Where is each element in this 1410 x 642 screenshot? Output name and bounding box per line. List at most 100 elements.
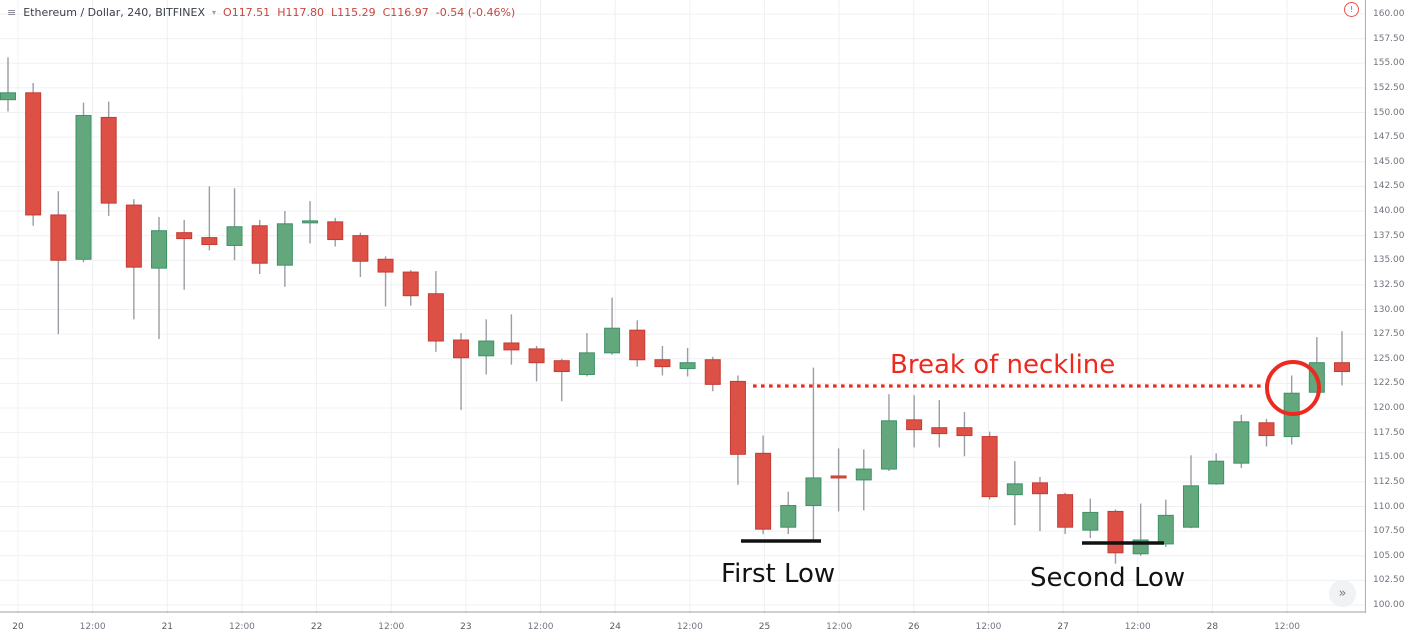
candle-body xyxy=(1006,483,1023,496)
legend: ≡ Ethereum / Dollar, 240, BITFINEX ▾ O11… xyxy=(7,6,515,19)
price-tick-label: 137.50 xyxy=(1373,230,1405,241)
legend-close-value: C116.97 xyxy=(382,6,429,19)
time-tick-label: 24 xyxy=(609,622,621,632)
candle-body xyxy=(402,271,419,297)
candle-body xyxy=(855,468,872,481)
price-tick-label: 120.00 xyxy=(1373,403,1405,413)
time-tick-label: 23 xyxy=(460,622,472,632)
time-tick-label: 27 xyxy=(1057,622,1069,632)
candle-body xyxy=(981,436,998,498)
symbol-title[interactable]: Ethereum / Dollar, 240, BITFINEX xyxy=(23,6,206,19)
price-tick-label: 147.50 xyxy=(1373,132,1405,143)
candle-body xyxy=(1182,485,1199,528)
candle-body xyxy=(1157,514,1174,545)
first-low-label[interactable]: First Low xyxy=(721,559,836,589)
price-tick-label: 157.50 xyxy=(1373,33,1405,44)
chevron-down-icon[interactable]: ▾ xyxy=(212,8,217,17)
price-tick-label: 130.00 xyxy=(1373,304,1405,315)
candle-body xyxy=(1057,494,1074,528)
time-tick-label: 25 xyxy=(758,622,771,632)
candle-body xyxy=(679,362,696,370)
candle-body xyxy=(830,475,847,479)
price-tick-label: 122.50 xyxy=(1373,378,1405,389)
price-tick-label: 127.50 xyxy=(1373,329,1405,340)
candle-body xyxy=(906,419,923,431)
price-tick-label: 125.00 xyxy=(1373,353,1405,364)
breakout-circle[interactable] xyxy=(1265,360,1321,416)
candle-body xyxy=(151,230,168,269)
candle-body xyxy=(176,232,193,240)
price-tick-label: 115.00 xyxy=(1373,452,1405,463)
candle-body xyxy=(427,293,444,342)
time-tick-label: 12:00 xyxy=(1124,622,1151,632)
candle-body xyxy=(1082,511,1099,531)
candle-body xyxy=(276,223,293,266)
chevrons-right-icon: » xyxy=(1338,586,1347,601)
time-tick-label: 12:00 xyxy=(975,622,1002,632)
time-tick-label: 12:00 xyxy=(826,622,853,632)
price-tick-label: 107.50 xyxy=(1373,526,1405,537)
time-axis[interactable]: 20 12:00 21 12:00 22 12:00 23 12:00 24 12:00 25 12:… xyxy=(0,613,1366,642)
time-tick-label: 12:00 xyxy=(527,622,554,632)
legend-high-value: H117.80 xyxy=(277,6,324,19)
candle-body xyxy=(50,214,67,261)
second-low-label[interactable]: Second Low xyxy=(1030,563,1186,593)
price-tick-label: 155.00 xyxy=(1373,58,1405,69)
time-tick-label: 21 xyxy=(161,622,174,632)
price-tick-label: 135.00 xyxy=(1373,255,1405,266)
legend-open-value: O117.51 xyxy=(223,6,271,19)
candle-body xyxy=(780,505,797,528)
candle-body xyxy=(604,327,621,354)
candle-body xyxy=(503,342,520,351)
time-tick-label: 22 xyxy=(310,622,323,632)
price-tick-label: 112.50 xyxy=(1373,476,1405,487)
price-tick-label: 152.50 xyxy=(1373,82,1405,93)
price-tick-label: 110.00 xyxy=(1373,501,1405,512)
candle-body xyxy=(553,360,570,373)
candle-body xyxy=(25,92,42,216)
candle-body xyxy=(0,92,16,101)
time-tick-label: 12:00 xyxy=(378,622,405,632)
candle-body xyxy=(956,427,973,437)
candle-body xyxy=(729,380,746,455)
neckline-label[interactable]: Break of neckline xyxy=(890,350,1116,380)
price-tick-label: 105.00 xyxy=(1373,550,1405,561)
candle-body xyxy=(629,329,646,361)
candle-body xyxy=(1107,510,1124,554)
candle-body xyxy=(377,258,394,273)
candle-body xyxy=(251,225,268,264)
candle-body xyxy=(352,235,369,262)
alert-glyph: ! xyxy=(1349,5,1354,14)
candle-body xyxy=(654,359,671,368)
candle-body xyxy=(302,220,319,224)
candle-body xyxy=(1258,422,1275,437)
candle-body xyxy=(755,452,772,530)
candle-body xyxy=(125,204,142,268)
candle-body xyxy=(880,420,897,470)
menu-icon[interactable]: ≡ xyxy=(7,6,17,19)
legend-low-value: L115.29 xyxy=(330,6,376,19)
candle-body xyxy=(75,114,92,260)
price-tick-label: 132.50 xyxy=(1373,279,1405,290)
legend-change-value: -0.54 (-0.46%) xyxy=(435,6,516,19)
candle-body xyxy=(578,352,595,376)
time-tick-label: 26 xyxy=(908,622,920,632)
candle-body xyxy=(453,339,470,359)
candle-body xyxy=(805,477,822,507)
candle-body xyxy=(1233,421,1250,464)
price-tick-label: 140.00 xyxy=(1373,206,1405,216)
candle-body xyxy=(226,226,243,246)
alert-icon[interactable]: ! xyxy=(1344,2,1359,17)
price-tick-label: 142.50 xyxy=(1373,181,1405,192)
time-tick-label: 12:00 xyxy=(676,622,703,632)
time-tick-label: 12:00 xyxy=(1274,622,1301,632)
price-axis[interactable]: 160.00 157.50 155.00 152.50 150.00 147.50 145.… xyxy=(1366,0,1410,642)
candle-body xyxy=(931,427,948,435)
candle-body xyxy=(704,359,721,385)
price-tick-label: 100.00 xyxy=(1373,600,1405,610)
candle-body xyxy=(201,237,218,245)
go-to-realtime-button[interactable]: » xyxy=(1329,580,1356,607)
candle-body xyxy=(1208,460,1225,485)
